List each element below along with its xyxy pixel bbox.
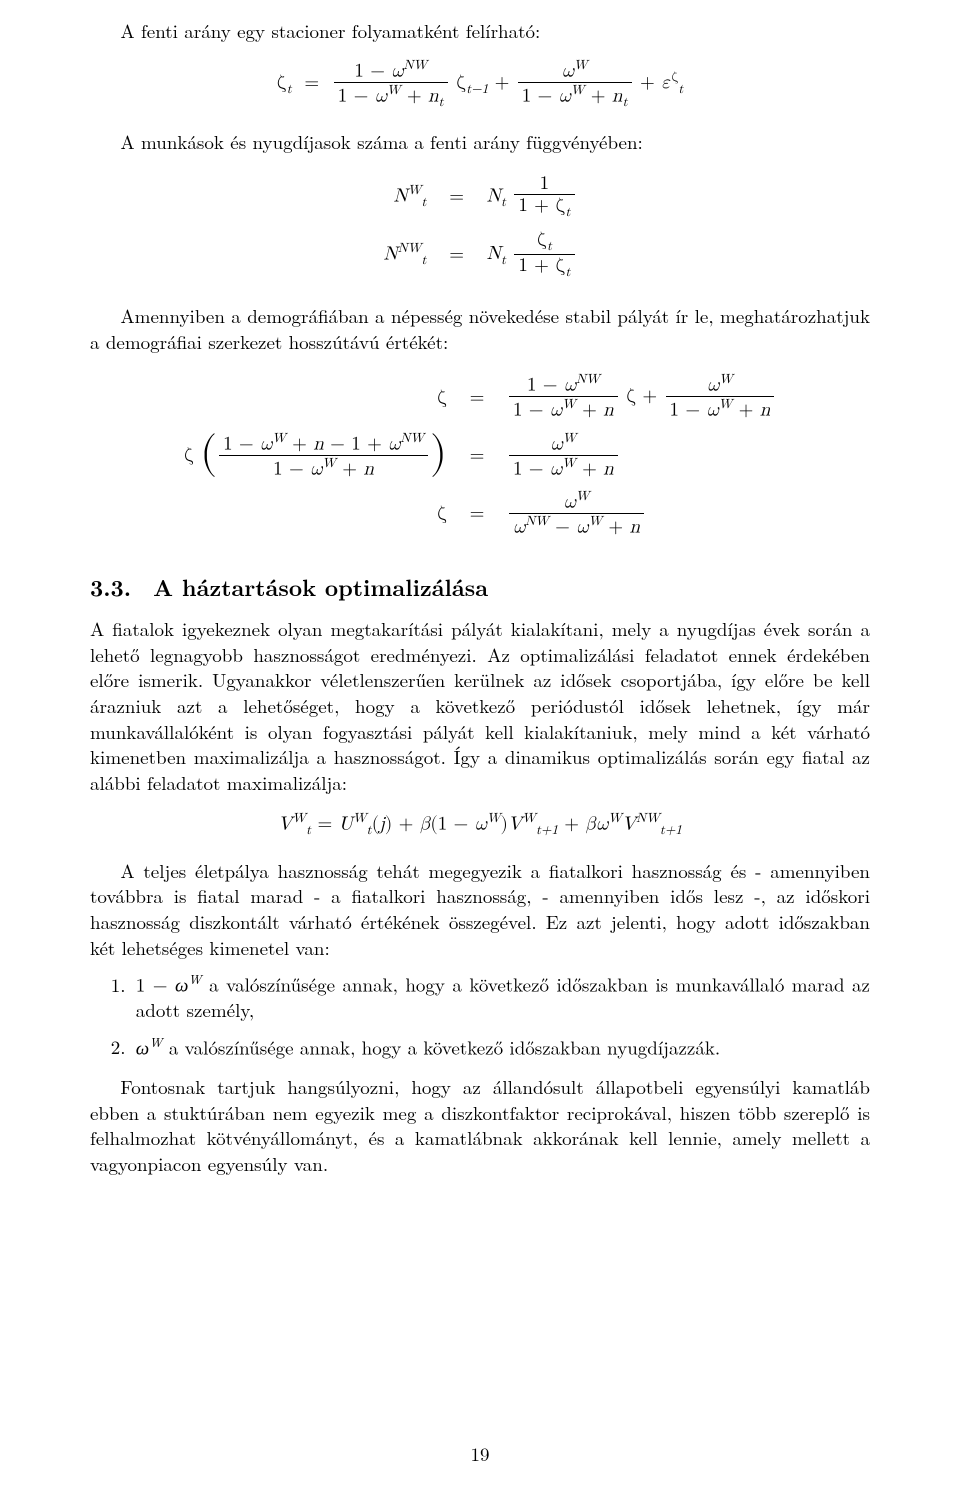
eq2-row2-r: Nt ζt1 + ζt: [479, 225, 585, 285]
paragraph-6: Fontosnak tartjuk hangsúlyozni, hogy az …: [90, 1074, 870, 1177]
page: A fenti arány egy stacioner folyamatként…: [0, 0, 960, 1495]
eq1-rhs: 1 − ωNW1 − ωW + nt ζt−1 + ωW1 − ωW + nt …: [332, 73, 684, 92]
equation-zeta-longrun: ζ = 1 − ωNW1 − ωW + n ζ + ωW1 − ωW + n ζ…: [90, 368, 870, 543]
paragraph-3: Amennyiben a demográfiában a népesség nö…: [90, 303, 870, 354]
eq2-row1-r: Nt 11 + ζt: [479, 169, 585, 226]
list-item-2: ωW a valószínűsége annak, hogy a követke…: [132, 1033, 870, 1060]
eq3-row2-r: ωW1 − ωW + n: [499, 427, 784, 485]
eq3-row3-r: ωWωNW − ωW + n: [499, 485, 784, 543]
eq4: VWt = UWt(j) + β(1 − ωW)VWt+1 + βωWVNWt+…: [90, 810, 870, 840]
eq3-row3-l: ζ: [176, 485, 455, 543]
section-number: 3.3.: [90, 570, 131, 603]
paragraph-1: A fenti arány egy stacioner folyamatként…: [90, 18, 870, 44]
eq3-row2-l: ζ (1 − ωW + n − 1 + ωNW1 − ωW + n): [176, 427, 455, 485]
paragraph-2: A munkások és nyugdíjasok száma a fenti …: [90, 129, 870, 155]
eq3-row1-l: ζ: [176, 368, 455, 426]
eq2-row1-l: NWt: [375, 169, 434, 226]
li1-post: a valószínűsége annak, hogy a következő …: [136, 971, 870, 1024]
li2-math: ω: [136, 1033, 149, 1060]
li2-sup: W: [149, 1032, 162, 1051]
section-title: A háztartások optimalizálása: [153, 570, 488, 603]
equation-value-function: VWt = UWt(j) + β(1 − ωW)VWt+1 + βωWVNWt+…: [90, 810, 870, 840]
section-heading: 3.3. A háztartások optimalizálása: [90, 571, 870, 602]
equation-nw-nnw: NWt = Nt 11 + ζt NNWt = Nt ζt1 + ζt: [90, 169, 870, 285]
equation-zeta-process: ζt = 1 − ωNW1 − ωW + nt ζt−1 + ωW1 − ωW …: [90, 58, 870, 111]
paragraph-4: A fiatalok igyekeznek olyan megtakarítás…: [90, 616, 870, 795]
eq3-row1-r: 1 − ωNW1 − ωW + n ζ + ωW1 − ωW + n: [499, 368, 784, 426]
li1-sup: W: [188, 969, 201, 988]
page-number: 19: [0, 1441, 960, 1467]
eq1-lhs: ζt: [277, 73, 292, 92]
eq2-row2-l: NNWt: [375, 225, 434, 285]
li1-math: ω: [175, 971, 188, 998]
probability-list: 1 − ωW a valószínűsége annak, hogy a köv…: [90, 970, 870, 1060]
list-item-1: 1 − ωW a valószínűsége annak, hogy a köv…: [132, 970, 870, 1023]
li2-post: a valószínűsége annak, hogy a következő …: [163, 1033, 721, 1060]
paragraph-5: A teljes életpálya hasznosság tehát mege…: [90, 858, 870, 961]
li1-pre: 1 −: [136, 971, 175, 998]
